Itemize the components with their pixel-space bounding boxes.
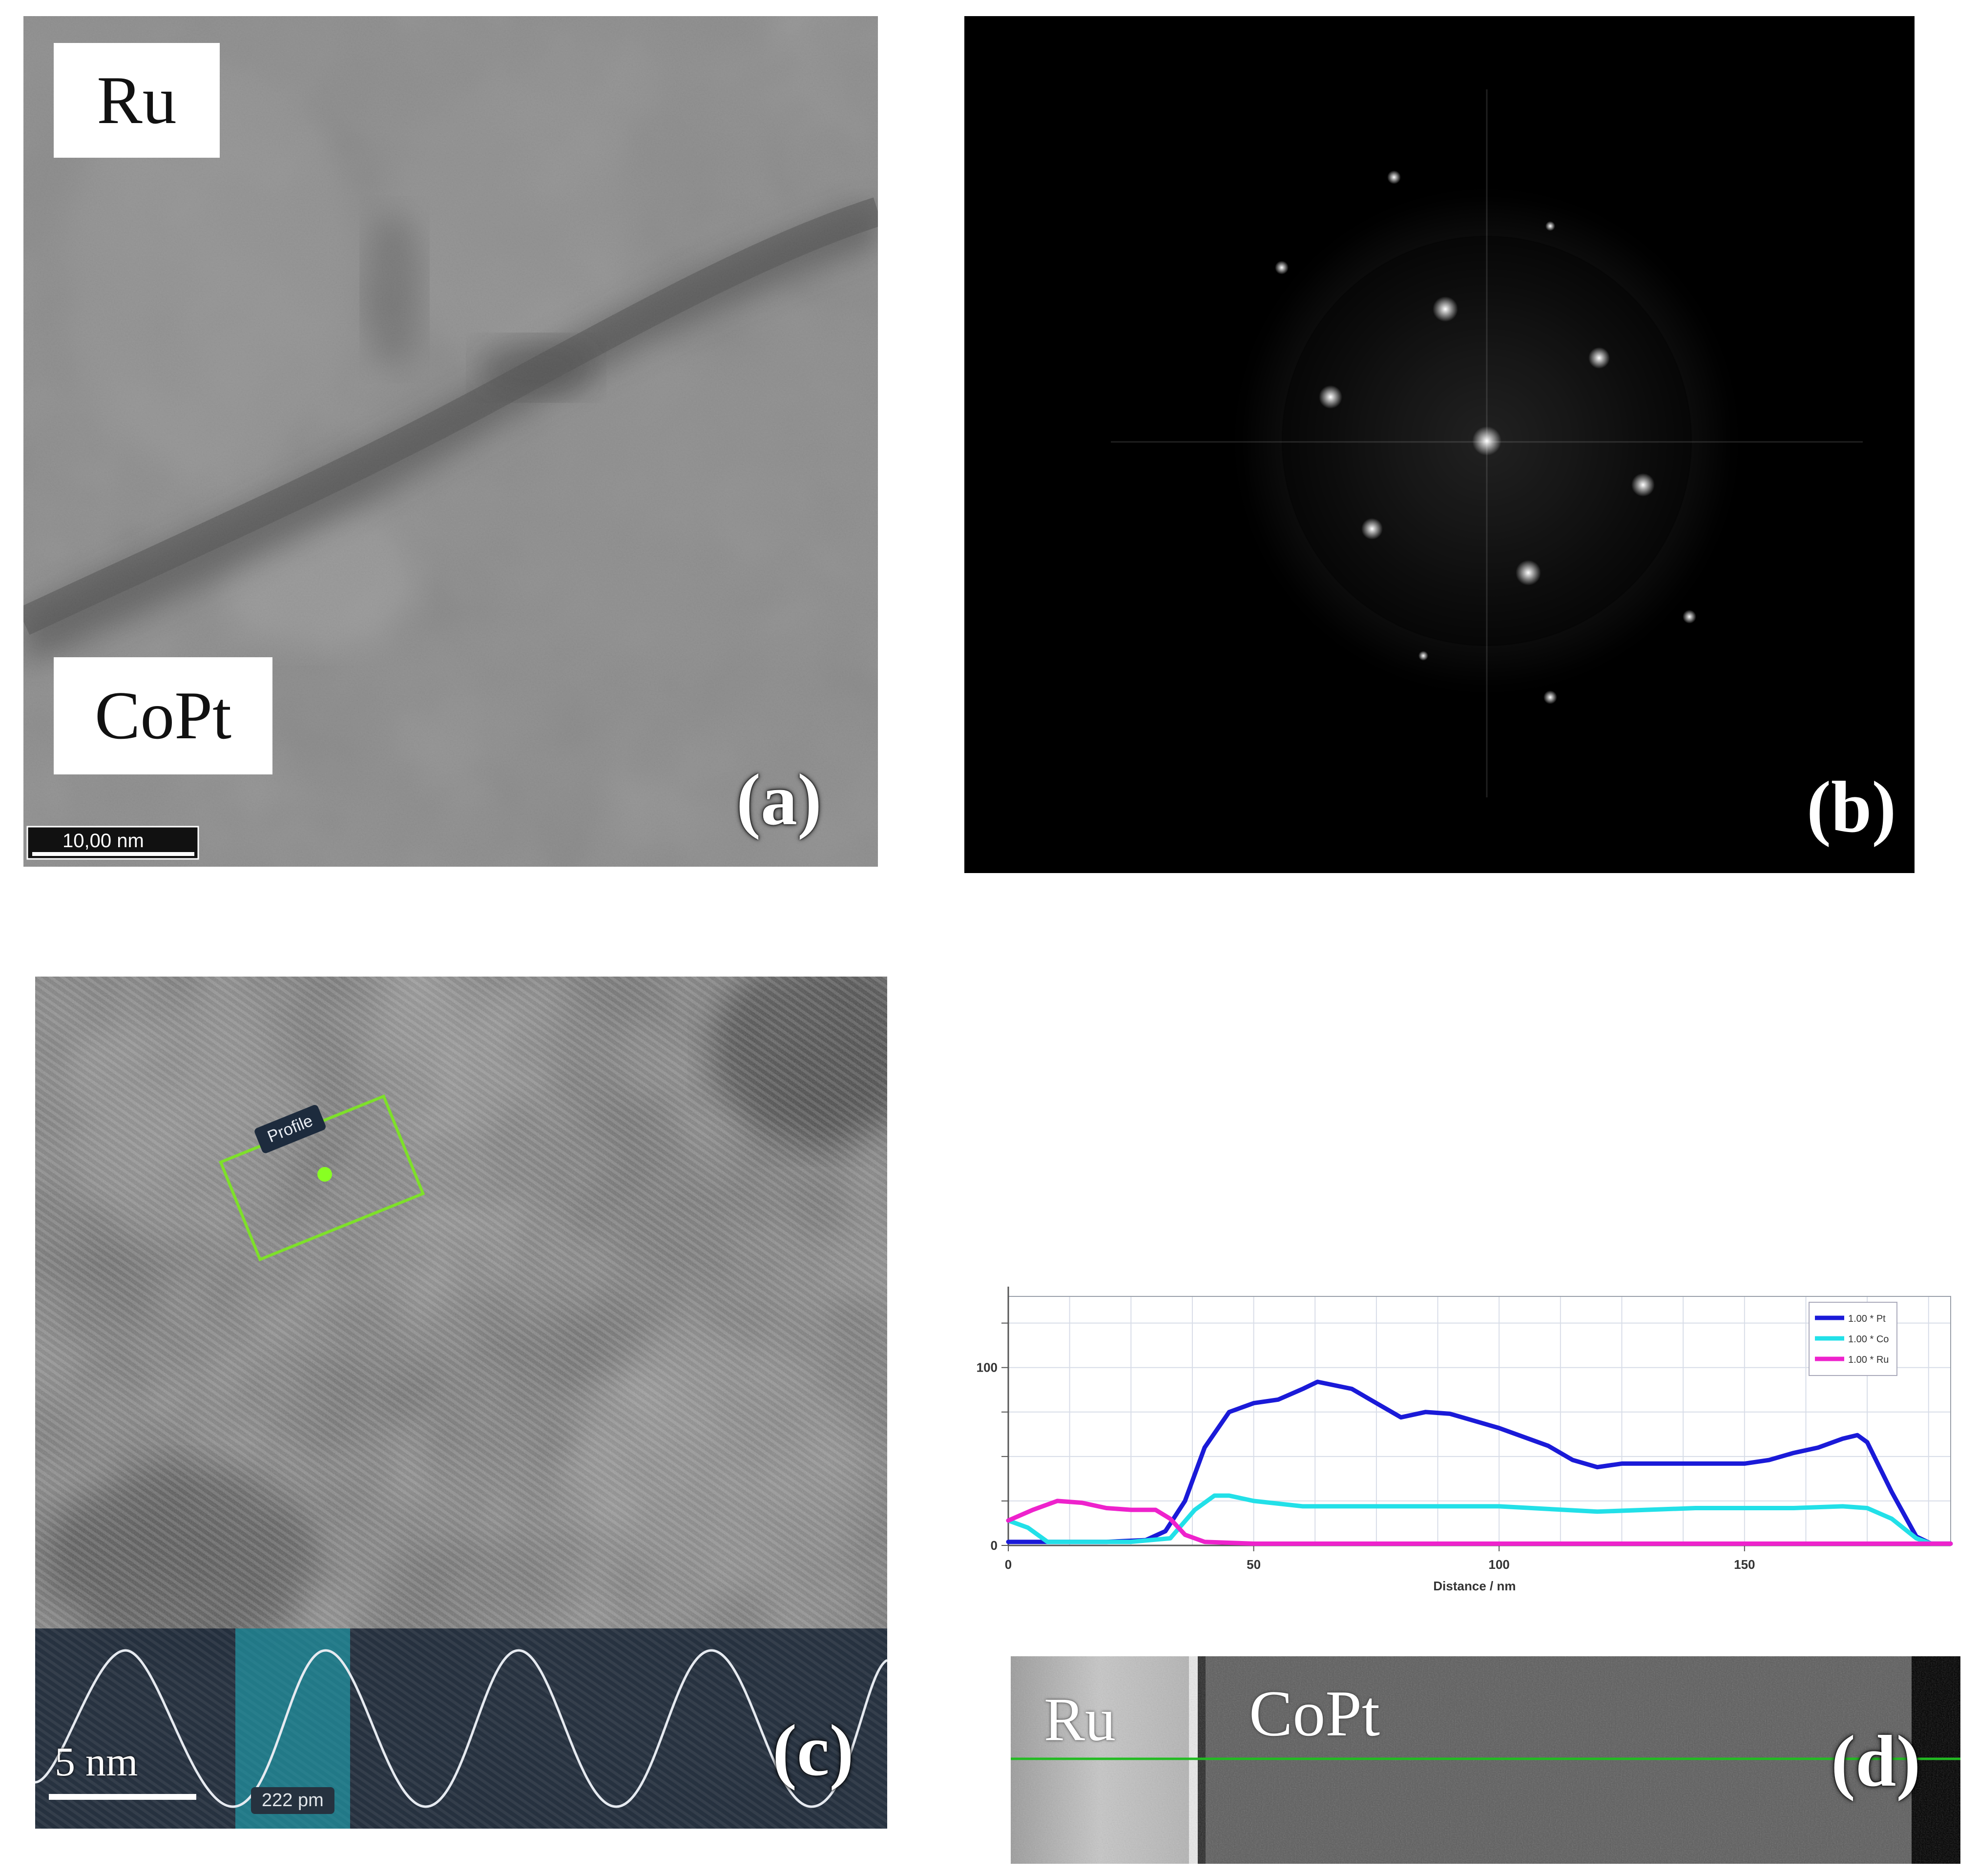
fft-diffractogram	[964, 16, 1915, 873]
panel-label-d: (d)	[1831, 1721, 1921, 1802]
panel-label-a: (a)	[736, 759, 822, 840]
x-axis-label: Distance / nm	[1433, 1579, 1516, 1593]
intensity-profile-curve	[35, 1649, 887, 1808]
panel-c-hrtem-image: Profile 5 nm 222 pm (c)	[35, 977, 887, 1829]
y-tick-label: 100	[977, 1360, 998, 1375]
material-label-ru-d: Ru	[1044, 1686, 1116, 1754]
panel-a-tem-image: 10,00 nm Ru CoPt (a)	[23, 16, 878, 867]
panel-d-stem-image: Ru CoPt (d)	[1011, 1656, 1960, 1864]
series-line-3	[1006, 1499, 1953, 1546]
panel-b-fft-pattern: (b)	[964, 16, 1915, 873]
stem-micrograph-d	[1011, 1656, 1960, 1864]
tem-micrograph-a	[23, 16, 878, 867]
profile-handle[interactable]	[317, 1167, 332, 1182]
x-tick-label: 150	[1734, 1557, 1755, 1572]
material-label-ru: Ru	[54, 43, 220, 158]
panel-d-line-profile-chart: 0 50 100 150 0 100 Distance / nm 1.00 * Pt 1.00 …	[957, 1284, 1963, 1606]
panel-label-b: (b)	[1807, 767, 1896, 848]
series-line-1	[1006, 1379, 1953, 1546]
y-tick-label: 0	[991, 1538, 998, 1553]
spacing-readout: 222 pm	[251, 1787, 334, 1814]
hrtem-micrograph-c	[35, 977, 887, 1829]
scale-bar-label: 5 nm	[55, 1739, 138, 1785]
eds-line-profile-chart: 0 50 100 150 0 100 Distance / nm 1.00 * Pt 1.00 …	[977, 1287, 1953, 1593]
panel-label-c: (c)	[772, 1710, 854, 1791]
x-tick-label: 0	[1005, 1557, 1012, 1572]
x-tick-label: 50	[1247, 1557, 1261, 1572]
series-line-2	[1006, 1493, 1953, 1546]
legend-entry-1: 1.00 * Pt	[1848, 1313, 1886, 1324]
scale-bar-label: 10,00 nm	[62, 830, 144, 852]
legend-entry-2: 1.00 * Co	[1848, 1334, 1889, 1345]
legend-entry-3: 1.00 * Ru	[1848, 1355, 1889, 1365]
material-label-copt-d: CoPt	[1249, 1677, 1380, 1750]
x-tick-label: 100	[1489, 1557, 1510, 1572]
material-label-copt: CoPt	[54, 657, 272, 774]
diffraction-spots	[1275, 170, 1696, 704]
